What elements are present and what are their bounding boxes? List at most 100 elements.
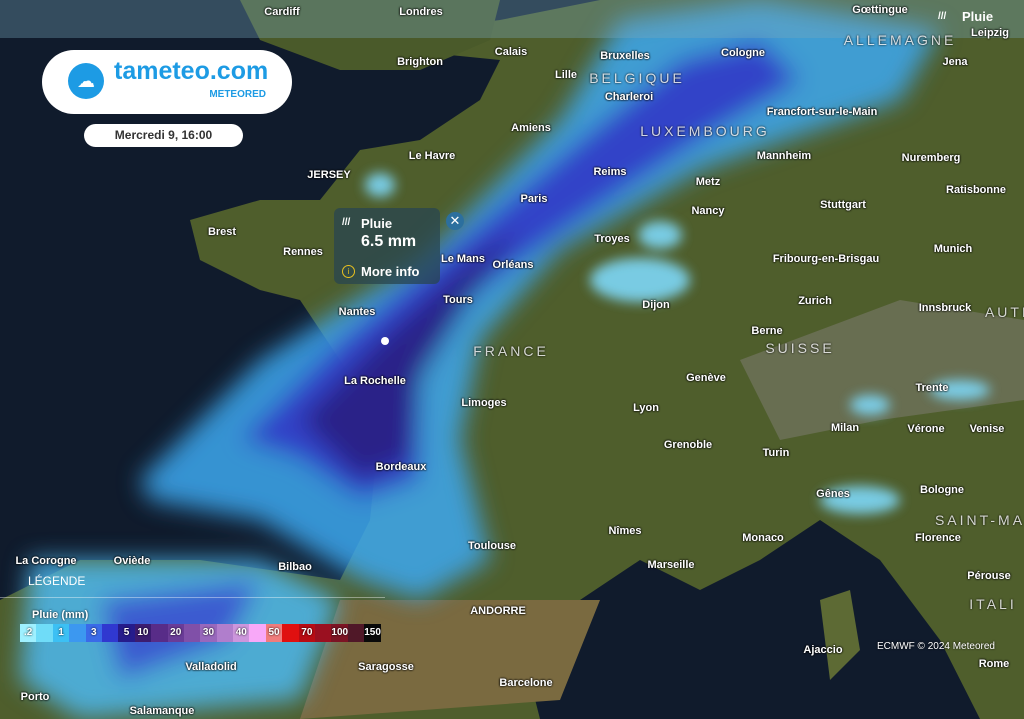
legend-divider: [0, 597, 385, 598]
city-label: Salamanque: [129, 705, 195, 717]
legend-cell-label: 5: [123, 627, 130, 638]
info-icon: i: [342, 265, 355, 278]
more-info-link[interactable]: More info: [361, 264, 420, 279]
country-label: SAINT-MARI: [934, 512, 1024, 528]
legend-cell: 20: [167, 624, 184, 642]
country-label: ALLEMAGNE: [843, 32, 957, 48]
legend-cell: [36, 624, 53, 642]
city-label: Monaco: [742, 532, 784, 544]
land-corsica: [820, 590, 860, 680]
city-label: Cologne: [721, 47, 765, 59]
city-label: Vérone: [907, 423, 945, 435]
country-label: SUISSE: [765, 340, 835, 356]
city-label: Gênes: [816, 488, 850, 500]
city-label: Turin: [762, 447, 790, 459]
legend-cell-label: 3: [90, 627, 97, 638]
city-label: ANDORRE: [470, 605, 526, 617]
legend-cell: 1: [52, 624, 70, 642]
legend-title[interactable]: LÉGENDE: [28, 574, 86, 588]
legend-cell-label: 1: [58, 627, 64, 638]
city-label: Limoges: [461, 397, 507, 409]
city-label: Bordeaux: [375, 461, 427, 473]
city-label: Ajaccio: [803, 644, 843, 656]
city-label: Rome: [978, 658, 1010, 670]
logo-text: tameteo.com: [114, 57, 269, 85]
city-label: Calais: [494, 46, 528, 58]
forecast-time[interactable]: Mercredi 9, 16:00: [84, 124, 243, 147]
city-label: Londres: [399, 6, 443, 18]
legend-cell: [315, 624, 332, 642]
city-label: Valladolid: [185, 661, 237, 673]
city-label: Brighton: [397, 56, 443, 68]
country-label: ITALI: [969, 596, 1017, 612]
location-marker[interactable]: [381, 337, 389, 345]
close-icon[interactable]: ✕: [446, 212, 464, 230]
legend-cell: 150: [364, 624, 381, 642]
legend-cell: [69, 624, 86, 642]
city-label: Nîmes: [608, 525, 642, 537]
city-label: Innsbruck: [918, 302, 972, 314]
legend-cell: [101, 624, 119, 642]
city-label: JERSEY: [307, 169, 351, 181]
city-label: Grenoble: [663, 439, 713, 451]
city-label: Genève: [686, 372, 726, 384]
land-britain: [240, 0, 500, 70]
city-label: Nuremberg: [901, 152, 961, 164]
city-label: La Rochelle: [344, 375, 406, 387]
legend-cell-label: 10: [137, 627, 149, 638]
logo[interactable]: ☁ tameteo.com METEORED: [42, 50, 292, 114]
city-label: Mannheim: [756, 150, 812, 162]
city-label: Brest: [207, 226, 237, 238]
legend-cell: [183, 624, 201, 642]
city-label: Pérouse: [967, 570, 1011, 582]
city-label: Lyon: [633, 402, 659, 414]
legend-cell-label: 50: [268, 627, 280, 638]
legend-cell: [151, 624, 168, 642]
info-popup: /// Pluie 6.5 mm i More info: [334, 208, 440, 284]
city-label: Cardiff: [264, 6, 300, 18]
legend-cell: 70: [298, 624, 316, 642]
city-label: Barcelone: [499, 677, 553, 689]
city-label: Tours: [443, 294, 473, 306]
city-label: Bologne: [920, 484, 964, 496]
legend-cell-label: .2: [24, 627, 33, 638]
popup-title: Pluie: [361, 216, 393, 231]
legend-cell-label: 100: [331, 627, 349, 638]
legend-cell: [282, 624, 299, 642]
legend-scale: .2 1 3 5 10 20 30 40 50 70 100 150: [20, 624, 381, 642]
city-label: Francfort-sur-le-Main: [766, 106, 878, 118]
city-label: Milan: [830, 422, 860, 434]
city-label: Fribourg-en-Brisgau: [772, 253, 880, 265]
legend-cell-label: 30: [202, 627, 215, 638]
popup-value: 6.5 mm: [361, 233, 417, 250]
city-label: Zurich: [798, 295, 832, 307]
top-bar: [0, 0, 1024, 38]
city-label: Florence: [915, 532, 961, 544]
legend-cell: 100: [331, 624, 349, 642]
city-label: Munich: [933, 243, 973, 255]
legend-unit: Pluie (mm): [32, 609, 89, 621]
legend-cell: 40: [233, 624, 250, 642]
layer-label[interactable]: Pluie: [962, 9, 994, 24]
city-label: Dijon: [642, 299, 670, 311]
city-label: Le Mans: [440, 253, 486, 265]
country-label: AUTR: [984, 304, 1024, 320]
city-label: Bilbao: [278, 561, 312, 573]
legend-cell: 5: [118, 624, 135, 642]
city-label: Orléans: [492, 259, 534, 271]
legend-cell: .2: [20, 624, 37, 642]
city-label: Le Havre: [408, 150, 456, 162]
city-label: Oviède: [113, 555, 151, 567]
city-label: Ratisbonne: [946, 184, 1006, 196]
legend-cell-label: 20: [170, 627, 182, 638]
rain-icon: ///: [938, 11, 947, 22]
city-label: Leipzig: [971, 27, 1009, 39]
city-label: Bruxelles: [600, 50, 650, 62]
legend-cell: [249, 624, 266, 642]
country-label: BELGIQUE: [589, 70, 685, 86]
rain-band-heavy: [300, 230, 520, 480]
legend-cell: [216, 624, 234, 642]
rain-icon: ///: [342, 217, 351, 228]
